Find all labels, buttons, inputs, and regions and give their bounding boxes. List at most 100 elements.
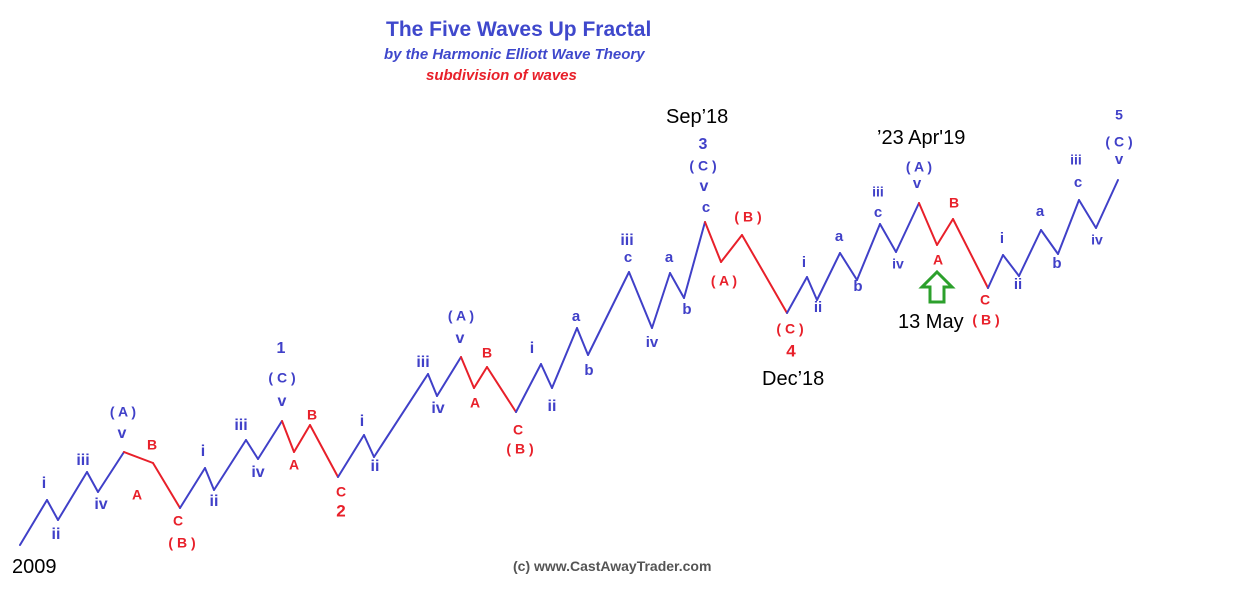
wave-segment	[363, 434, 375, 458]
wave-label: ii	[371, 458, 380, 475]
wave-label: ( B )	[506, 441, 533, 457]
wave-segment	[57, 471, 88, 521]
date-2009: 2009	[12, 556, 57, 578]
wave-segment	[895, 202, 920, 253]
wave-label: c	[1074, 174, 1082, 191]
wave-segment	[473, 366, 488, 389]
wave-segment	[1040, 229, 1059, 255]
wave-segment	[1018, 229, 1042, 277]
wave-segment	[1078, 199, 1097, 229]
wave-segment	[856, 223, 881, 281]
wave-label: A	[132, 487, 142, 503]
wave-label: ( B )	[972, 312, 999, 328]
wave-label: a	[665, 249, 674, 266]
wave-segment	[123, 451, 154, 464]
wave-segment	[179, 467, 206, 509]
wave-label: b	[1052, 255, 1061, 272]
chart-subtitle: by the Harmonic Elliott Wave Theory	[384, 46, 645, 63]
wave-label: v	[913, 175, 922, 192]
wave-label: v	[118, 425, 127, 442]
wave-label: ii	[1014, 276, 1022, 293]
wave-segment	[669, 272, 685, 299]
wave-segment	[806, 276, 818, 301]
wave-label: b	[853, 278, 862, 295]
up-arrow-icon	[918, 269, 956, 304]
wave-segment	[576, 327, 589, 356]
wave-segment	[515, 363, 542, 413]
wave-label: ( C )	[268, 370, 295, 386]
wave-label: c	[702, 199, 710, 216]
wave-label: i	[530, 340, 534, 357]
wave-label: ( C )	[776, 321, 803, 337]
wave-segment	[337, 434, 365, 478]
wave-label: i	[42, 475, 46, 492]
wave-label: ( A )	[906, 159, 932, 175]
wave-label: iii	[872, 184, 884, 200]
wave-segment	[309, 424, 339, 478]
wave-label: ( C )	[1105, 134, 1132, 150]
wave-label: iv	[892, 256, 904, 272]
wave-label: ii	[814, 299, 822, 316]
wave-label: C	[980, 292, 990, 308]
wave-label: iii	[76, 452, 89, 469]
wave-label: i	[802, 254, 806, 271]
wave-label: b	[682, 301, 691, 318]
wave-label: iv	[1091, 232, 1103, 248]
wave-label: B	[482, 345, 492, 361]
wave-segment	[587, 271, 630, 356]
wave-label: iv	[646, 334, 659, 351]
wave-label: iv	[251, 464, 264, 481]
wave-segment	[436, 356, 462, 397]
wave-label: 3	[699, 136, 708, 153]
wave-label: 5	[1115, 107, 1123, 123]
wave-label: 1	[277, 340, 286, 357]
wave-label: v	[278, 393, 287, 410]
wave-label: ( C )	[689, 158, 716, 174]
wave-label: i	[360, 413, 364, 430]
wave-segment	[281, 420, 295, 453]
wave-label: c	[874, 204, 882, 221]
wave-segment	[741, 234, 788, 314]
wave-segment	[704, 221, 722, 263]
wave-label: ( B )	[734, 209, 761, 225]
date-may13: 13 May	[898, 311, 964, 333]
wave-segment	[879, 223, 897, 253]
copyright-text: (c) www.CastAwayTrader.com	[513, 558, 712, 574]
wave-label: iii	[1070, 152, 1082, 168]
wave-label: ( A )	[110, 404, 136, 420]
wave-label: iii	[234, 417, 247, 434]
wave-segment	[551, 327, 578, 389]
wave-label: ( B )	[168, 535, 195, 551]
wave-label: B	[949, 195, 959, 211]
wave-label: 2	[336, 501, 345, 520]
wave-segment	[460, 356, 475, 389]
date-sep18: Sep’18	[666, 106, 729, 128]
wave-segment	[987, 254, 1004, 289]
wave-label: A	[289, 457, 299, 473]
wave-label: A	[933, 252, 943, 268]
date-apr19: ’23 Apr'19	[877, 127, 966, 149]
wave-label: iii	[416, 354, 429, 371]
wave-segment	[46, 499, 59, 521]
wave-segment	[19, 499, 48, 546]
wave-label: iv	[431, 400, 444, 417]
date-dec18: Dec’18	[762, 368, 825, 390]
wave-segment	[628, 271, 653, 329]
wave-label: ( A )	[711, 273, 737, 289]
wave-label: A	[470, 395, 480, 411]
wave-label: iv	[94, 496, 107, 513]
wave-segment	[839, 252, 858, 281]
wave-label: a	[835, 228, 844, 245]
wave-label: i	[1000, 230, 1004, 247]
wave-segment	[257, 420, 283, 460]
wave-label: ii	[548, 398, 557, 415]
wave-segment	[86, 471, 99, 493]
wave-segment	[720, 234, 743, 263]
wave-segment	[786, 276, 808, 314]
wave-segment	[651, 272, 671, 329]
wave-segment	[293, 424, 311, 453]
wave-label: c	[624, 249, 632, 266]
wave-segment	[540, 363, 553, 389]
